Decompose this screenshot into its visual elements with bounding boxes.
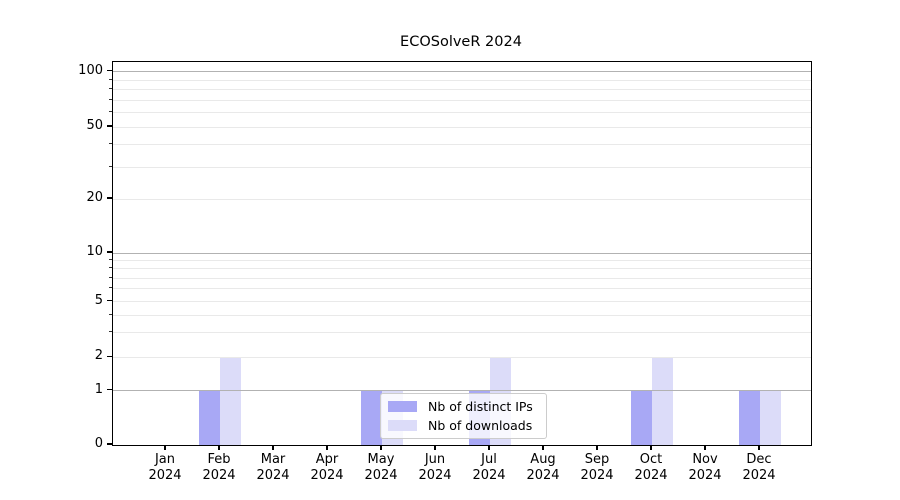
x-tick-mark-nov [704, 445, 706, 450]
y-tick-mark-0 [107, 443, 112, 445]
plot-area: Nb of distinct IPs Nb of downloads [112, 61, 812, 446]
y-tick-label-5: 5 [94, 292, 103, 308]
bar-downloads-feb [220, 357, 241, 445]
legend-label-distinct-ips: Nb of distinct IPs [428, 398, 533, 414]
y-tick-mark-5 [107, 299, 112, 302]
x-tick-mark-may [380, 445, 382, 450]
y-tick-label-0: 0 [94, 436, 103, 451]
y-minor-tick-mark-3 [109, 330, 112, 332]
x-tick-mark-jan [164, 445, 166, 450]
x-tick-label-dec: Dec 2024 [742, 452, 776, 483]
y-minor-tick-mark-60 [109, 111, 112, 112]
bar-distinct-ips-oct [631, 390, 652, 445]
x-tick-mark-jun [434, 445, 436, 450]
y-minor-tick-mark-7 [109, 276, 112, 278]
x-tick-label-nov: Nov 2024 [688, 452, 722, 483]
x-tick-label-may: May 2024 [364, 452, 398, 483]
minor-gridline-8 [113, 268, 811, 270]
x-tick-mark-sep [596, 445, 598, 450]
minor-gridline-70 [113, 99, 811, 101]
minor-gridline-3 [113, 331, 811, 333]
x-tick-mark-jul [488, 445, 490, 450]
legend-label-downloads: Nb of downloads [428, 418, 533, 434]
y-minor-tick-mark-40 [109, 143, 112, 144]
y-minor-tick-mark-70 [109, 98, 112, 100]
minor-gridline-60 [113, 112, 811, 113]
x-tick-label-aug: Aug 2024 [526, 452, 560, 483]
minor-gridline-7 [113, 277, 811, 279]
bar-downloads-oct [652, 357, 673, 445]
y-tick-label-50: 50 [86, 118, 103, 133]
chart-title: ECOSolveR 2024 [400, 34, 522, 50]
minor-gridline-40 [113, 144, 811, 145]
y-tick-label-10: 10 [86, 244, 103, 259]
y-tick-mark-20 [107, 197, 112, 199]
x-tick-label-sep: Sep 2024 [580, 452, 614, 483]
bar-distinct-ips-dec [739, 390, 760, 445]
legend: Nb of distinct IPs Nb of downloads [380, 393, 547, 439]
bar-downloads-dec [760, 390, 781, 445]
y-minor-tick-mark-30 [109, 165, 112, 167]
x-tick-mark-feb [218, 445, 220, 450]
minor-gridline-90 [113, 79, 811, 81]
legend-swatch-distinct-ips [388, 400, 417, 412]
major-gridline-1 [113, 390, 811, 391]
x-tick-mark-aug [542, 445, 544, 450]
minor-gridline-20 [113, 198, 811, 200]
minor-gridline-50 [113, 126, 811, 128]
y-tick-mark-50 [107, 125, 112, 127]
x-tick-label-jun: Jun 2024 [418, 452, 452, 483]
y-tick-label-1: 1 [94, 381, 103, 397]
x-tick-label-jul: Jul 2024 [472, 452, 506, 483]
legend-item-distinct-ips: Nb of distinct IPs [388, 398, 539, 415]
y-minor-tick-mark-80 [109, 88, 112, 90]
major-gridline-100 [113, 71, 811, 73]
y-minor-tick-mark-8 [109, 267, 112, 269]
x-tick-mark-mar [272, 445, 274, 450]
minor-gridline-6 [113, 288, 811, 290]
y-tick-label-20: 20 [86, 190, 103, 205]
y-minor-tick-mark-90 [109, 78, 112, 80]
bar-distinct-ips-may [361, 390, 382, 445]
x-tick-label-jan: Jan 2024 [148, 452, 182, 483]
y-tick-mark-100 [107, 70, 112, 72]
minor-gridline-9 [113, 259, 811, 261]
x-tick-label-apr: Apr 2024 [310, 452, 344, 483]
minor-gridline-2 [113, 356, 811, 358]
x-tick-label-feb: Feb 2024 [202, 452, 236, 483]
x-tick-mark-apr [326, 445, 328, 450]
y-minor-tick-mark-6 [109, 287, 112, 289]
y-minor-tick-mark-9 [109, 258, 112, 260]
minor-gridline-30 [113, 166, 811, 168]
bar-distinct-ips-feb [199, 390, 220, 445]
minor-gridline-80 [113, 89, 811, 91]
minor-gridline-5 [113, 301, 811, 302]
y-minor-tick-mark-4 [109, 313, 112, 315]
major-gridline-10 [113, 252, 811, 254]
legend-swatch-downloads [388, 420, 417, 432]
x-tick-mark-oct [650, 445, 652, 450]
y-tick-mark-2 [107, 355, 112, 357]
minor-gridline-4 [113, 314, 811, 316]
x-tick-mark-dec [758, 445, 760, 450]
y-tick-label-2: 2 [94, 348, 103, 364]
y-tick-label-100: 100 [78, 62, 103, 78]
y-tick-mark-1 [107, 388, 112, 391]
legend-item-downloads: Nb of downloads [388, 418, 539, 435]
y-tick-mark-10 [107, 251, 112, 253]
x-tick-label-oct: Oct 2024 [634, 452, 668, 483]
x-tick-label-mar: Mar 2024 [256, 452, 290, 483]
